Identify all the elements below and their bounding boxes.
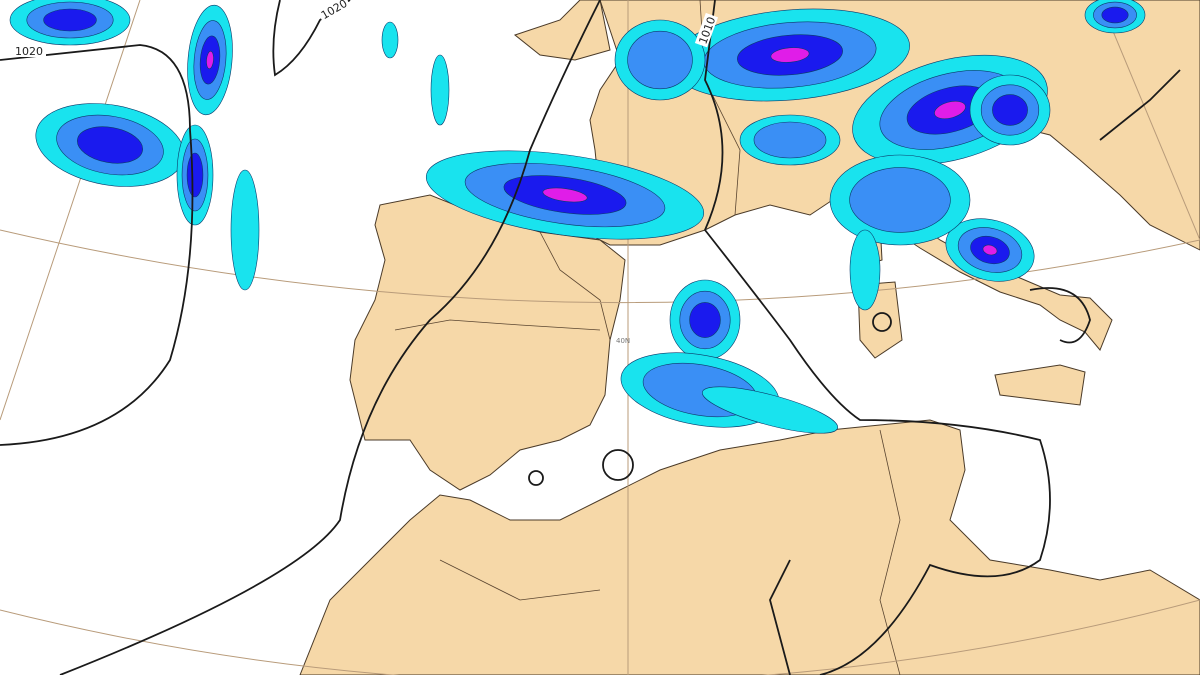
isobar-1020-north [272,0,351,77]
graticule-line [1099,0,1200,241]
border-line [394,319,601,331]
precip-area [206,50,214,70]
precip-area [186,152,204,198]
precip-area [689,302,721,338]
isobar-low-circle [872,312,892,332]
land-sicily [994,364,1086,406]
precip-area [1101,6,1129,24]
border-line [879,429,901,675]
precip-area [849,167,951,233]
precip-area [627,30,693,90]
isobar-balkans [1099,69,1181,141]
precip-area [43,8,97,32]
precip-area [230,169,260,291]
isobar-italy [1029,287,1091,344]
precip-area [982,244,998,256]
precip-area [753,121,827,159]
precip-area [542,187,588,203]
isobar-1015 [59,0,601,675]
isobar-low-circle [602,449,634,481]
isobar-1010 [703,0,1051,675]
isobar-low-circle [528,470,544,486]
precip-area [770,47,810,63]
border-line [439,559,601,601]
precip-area [992,94,1028,126]
precip-area [849,229,881,311]
precip-area [430,54,450,126]
precip-area [934,100,966,120]
isobar-label: 1020 [15,45,43,58]
precip-area [77,126,143,164]
isobar-africa [769,559,791,675]
graticule-line [0,599,1200,675]
isobar-1020-west [0,44,194,446]
precipitation [9,0,1146,434]
graticule-label: 40N [616,337,630,345]
precip-area [381,21,399,59]
precip-area [701,386,839,434]
land-england [513,0,611,61]
graticule-line [0,0,141,421]
border-line [539,231,611,341]
